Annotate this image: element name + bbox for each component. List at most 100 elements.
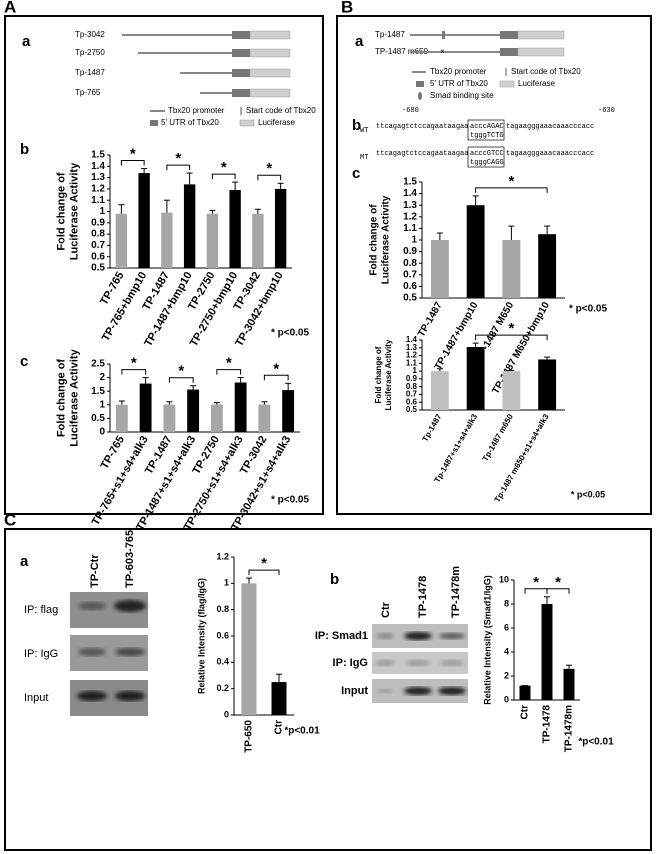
y-tick-label: 6 <box>504 622 509 632</box>
construct-diagram: Tp-1487 TP-1487 m650 × Tbx20 promoter St… <box>375 30 581 100</box>
y-tick-label: 0.2 <box>216 683 229 693</box>
svg-text:×: × <box>440 47 445 56</box>
row-label: IP: Smad1 <box>315 630 368 642</box>
bar <box>234 382 247 432</box>
legend-label: Start code of Tbx20 <box>511 67 581 76</box>
y-tick-label: 0 <box>504 694 509 704</box>
bar <box>502 371 521 410</box>
row-label: Input <box>341 685 368 697</box>
bar <box>115 404 128 432</box>
sequence: tagaagggaaacaaacccacc <box>506 150 594 158</box>
sub-label: c <box>20 353 28 370</box>
bar <box>538 234 557 298</box>
y-axis-label: Fold change of <box>374 346 383 403</box>
bar <box>538 359 557 410</box>
significance-label: * <box>178 363 184 380</box>
annotation: *p<0.01 <box>578 737 614 748</box>
panel-label: C <box>4 510 16 529</box>
y-tick-label: 1.3 <box>406 343 418 352</box>
row-label: MT <box>360 154 368 162</box>
y-tick-label: 0.6 <box>403 281 417 292</box>
lane-label: TP-603-765 <box>124 530 136 588</box>
bar <box>274 188 287 268</box>
row-label: IP: IgG <box>24 648 58 660</box>
row-label: IP: flag <box>24 604 58 616</box>
y-tick-label: 1.4 <box>91 161 105 172</box>
x-tick-label: Ctr <box>274 720 285 735</box>
significance-bracket <box>475 187 548 193</box>
y-tick-label: 1.3 <box>91 172 105 183</box>
panel-b-frame <box>336 15 652 515</box>
x-tick-label: TP-1478 <box>542 705 553 744</box>
y-tick-label: 0.9 <box>91 217 105 228</box>
bar <box>163 404 176 432</box>
y-tick-label: 0.8 <box>216 604 229 614</box>
sequence: tgggTCTG <box>470 132 504 140</box>
y-tick-label: 1.1 <box>406 358 418 367</box>
x-tick-label: Tp-1487 <box>421 412 444 443</box>
y-tick-label: 0.8 <box>406 382 418 391</box>
y-axis-label: Fold change of <box>55 172 67 251</box>
annotation: * p<0.05 <box>271 495 310 506</box>
bar <box>138 173 150 268</box>
y-axis-label: Luciferase Activity <box>381 195 392 284</box>
x-tick-label: TP-1487 <box>416 300 445 339</box>
y-axis-label: Luciferase Activity <box>384 339 393 410</box>
bar <box>241 583 257 715</box>
sub-label: c <box>352 165 360 182</box>
legend-label: Luciferase <box>258 118 295 127</box>
lane-label: TP-1478m <box>450 566 462 618</box>
y-tick-label: 0.8 <box>403 258 417 269</box>
lane-label: TP-1478 <box>417 576 429 618</box>
row-label: WT <box>360 127 368 135</box>
y-tick-label: 1.5 <box>91 150 105 161</box>
significance-bracket <box>211 173 236 180</box>
sub-label: a <box>20 553 29 570</box>
sequence: ttcagagtctccagaataagaa <box>376 150 468 158</box>
y-axis-label: Relative Intensity (Smad1/IgG) <box>482 575 492 705</box>
y-tick-label: 1 <box>99 206 105 217</box>
panel-label: A <box>4 0 16 16</box>
sequence: ttcagagtctccagaataagaa <box>376 123 468 131</box>
gel-image: Ctr TP-1478 TP-1478m IP: Smad1 IP: IgG I… <box>315 566 468 703</box>
bar <box>466 347 485 410</box>
bar <box>541 604 553 700</box>
y-tick-label: 0.5 <box>91 413 105 424</box>
legend-label: 5' UTR of Tbx20 <box>430 79 488 88</box>
legend-label: Tbx20 promoter <box>430 67 487 76</box>
y-tick-label: 0.6 <box>406 397 418 406</box>
sub-label: b <box>352 117 361 134</box>
bar <box>502 240 521 298</box>
bar <box>258 404 271 432</box>
y-tick-label: 1 <box>411 235 417 246</box>
bar <box>187 389 200 432</box>
significance-bracket <box>120 160 145 166</box>
sub-label: b <box>20 141 29 158</box>
y-tick-label: 2.5 <box>91 359 105 370</box>
row-label: Input <box>24 692 48 704</box>
lane-label: Ctr <box>380 601 392 618</box>
bar <box>519 685 531 700</box>
significance-label: * <box>226 355 232 372</box>
y-tick-label: 0.9 <box>406 374 418 383</box>
position-label: -680 <box>402 107 419 115</box>
y-tick-label: 0 <box>99 427 105 438</box>
sequence: tagaagggaaacaaacccacc <box>506 123 594 131</box>
significance-bracket <box>166 164 191 171</box>
legend-label: Luciferase <box>518 79 555 88</box>
significance-bracket <box>168 377 194 383</box>
y-tick-label: 4 <box>504 646 509 656</box>
bar <box>430 240 449 298</box>
significance-bracket <box>216 369 242 375</box>
significance-bracket <box>248 569 280 576</box>
sequence: acccGTCC <box>470 150 504 158</box>
sequence-block: -680 -630 WT ttcagagtctccagaataagaa accc… <box>360 107 615 168</box>
y-tick-label: 0.5 <box>406 405 418 414</box>
annotation: *p<0.01 <box>284 726 320 737</box>
significance-label: * <box>266 160 272 177</box>
y-tick-label: 1.2 <box>91 184 105 195</box>
construct-label: Tp-1487 <box>75 68 105 77</box>
bar <box>229 190 241 268</box>
bar <box>115 213 128 268</box>
